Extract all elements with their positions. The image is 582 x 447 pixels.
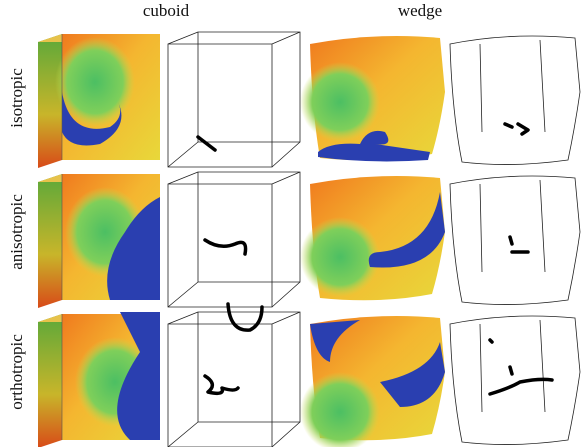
figure: cuboid wedge isotropic anisotropic ortho…: [0, 0, 582, 447]
wire-wedge: [450, 176, 580, 305]
wire-wedge: [450, 316, 580, 445]
figure-row: [38, 32, 580, 168]
filament: [205, 304, 262, 393]
column-header: wedge: [398, 1, 442, 20]
filament: [510, 237, 528, 252]
row-label: isotropic: [7, 68, 26, 128]
filament: [505, 124, 528, 134]
cuboid-side: [38, 314, 62, 447]
figure-row: [38, 172, 580, 308]
figure-row: [38, 304, 580, 447]
filament: [205, 240, 246, 254]
wire-cuboid: [168, 312, 300, 447]
column-header: cuboid: [143, 1, 190, 20]
field-green: [300, 62, 380, 142]
cuboid-side: [38, 34, 62, 168]
row-label: anisotropic: [7, 194, 26, 270]
cuboid-side: [38, 174, 62, 308]
row-label: orthotropic: [7, 334, 26, 410]
wire-cuboid: [168, 32, 300, 167]
field-green: [300, 217, 380, 297]
wire-cuboid: [168, 172, 300, 307]
filament: [198, 137, 215, 150]
wire-wedge: [450, 36, 580, 165]
